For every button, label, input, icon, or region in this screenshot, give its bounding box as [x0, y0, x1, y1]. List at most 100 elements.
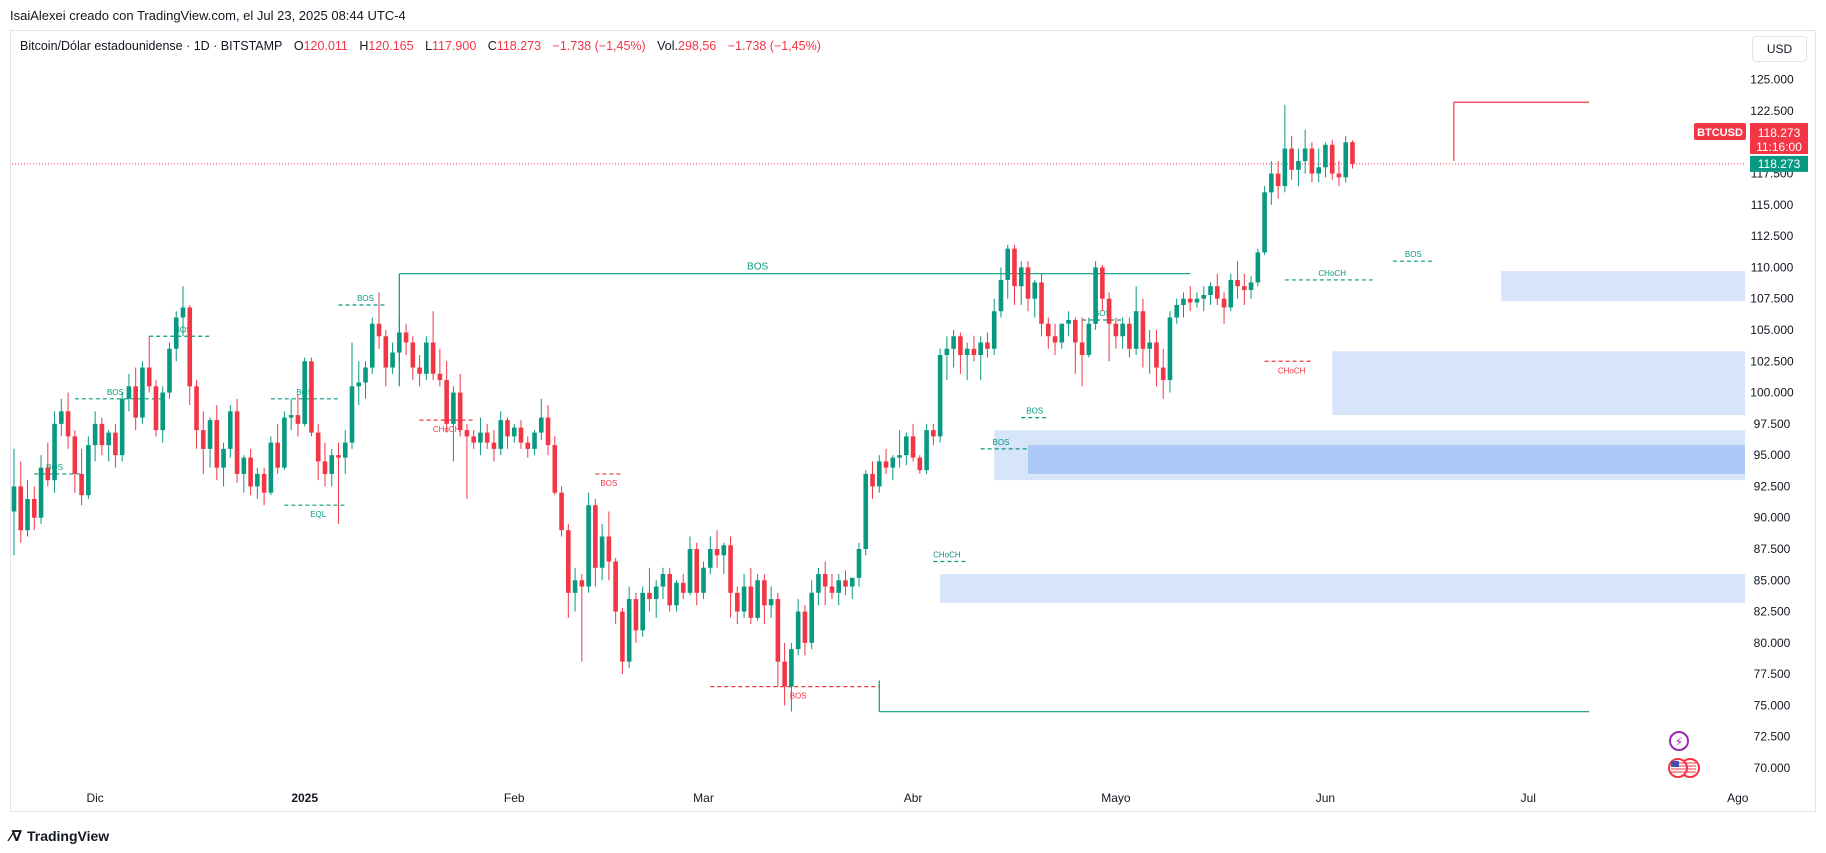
candle-body [876, 461, 882, 487]
candle-body [680, 582, 686, 593]
order-block-zone [1501, 271, 1745, 302]
y-tick-label: 75.000 [1754, 698, 1791, 712]
candle-body [146, 367, 152, 387]
footer-brand: TradingView [26, 828, 110, 844]
candle-body [79, 473, 84, 496]
candle-body [275, 442, 280, 468]
candle-body [228, 411, 233, 449]
candle-body [457, 392, 463, 431]
chart-frame [10, 30, 1816, 812]
last-price-label: 118.273 [1758, 126, 1801, 140]
candle-body [856, 549, 862, 578]
y-tick-label: 80.000 [1754, 636, 1791, 650]
candle-body [65, 411, 71, 437]
candle-body [741, 586, 747, 612]
candle-body [951, 336, 956, 349]
candle-body [1093, 267, 1098, 324]
candle-body [1262, 192, 1267, 253]
candle-body [1147, 342, 1152, 349]
low-value: 117.900 [432, 39, 477, 53]
candle-body [809, 592, 814, 643]
candle-body [471, 436, 476, 443]
candle-body [349, 386, 355, 443]
candle-body [1073, 319, 1078, 343]
candle-body [566, 530, 571, 593]
candle-body [397, 332, 402, 353]
candle-body [1086, 323, 1092, 356]
candle-body [45, 467, 51, 481]
candle-body [538, 417, 544, 433]
candle-body [376, 323, 382, 337]
candle-body [518, 427, 524, 443]
candle-body [707, 549, 713, 568]
candle-body [904, 436, 909, 456]
symbol-tag-label: BTCUSD [1697, 127, 1743, 139]
candle-body [1120, 323, 1125, 337]
candle-body [11, 486, 17, 512]
candle-body [991, 311, 997, 349]
symbol-legend: Bitcoin/Dólar estadounidense · 1D · BITS… [20, 39, 821, 53]
candle-body [1350, 142, 1355, 164]
currency-button[interactable]: USD [1752, 36, 1807, 62]
candle-body [38, 467, 44, 518]
vol-change-value: −1.738 (−1,45%) [727, 39, 821, 53]
candle-body [1235, 279, 1240, 287]
candle-body [200, 430, 206, 449]
candle-body [870, 473, 875, 487]
candle-body [1160, 367, 1166, 381]
candle-body [261, 473, 267, 493]
symbol-price-tag [1694, 123, 1746, 140]
candle-body [221, 448, 226, 468]
tradingview-footer[interactable]: ⁄∇ TradingView [10, 827, 109, 845]
last-price-tag [1750, 123, 1808, 154]
candle-body [579, 580, 585, 587]
candle-body [687, 549, 693, 593]
symbol-title[interactable]: Bitcoin/Dólar estadounidense · 1D · BITS… [20, 39, 283, 53]
candle-body [985, 342, 990, 349]
candle-body [1174, 304, 1180, 318]
candle-body [1302, 148, 1308, 162]
candle-body [1100, 267, 1105, 299]
candle-body [653, 586, 659, 600]
order-block-zone [1332, 351, 1745, 416]
candle-body [775, 599, 781, 662]
x-tick-label: Jul [1521, 791, 1536, 805]
lightning-event-icon [1669, 731, 1689, 751]
candle-body [315, 432, 321, 462]
vol-label: Vol. [657, 39, 679, 53]
y-tick-label: 102.500 [1750, 354, 1794, 368]
candle-body [545, 417, 551, 446]
candle-body [768, 599, 774, 606]
author-line: IsaiAlexei creado con TradingView.com, e… [10, 8, 406, 23]
candle-body [1269, 173, 1274, 193]
candle-body [795, 611, 801, 650]
candle-body [978, 342, 983, 356]
high-label: H [359, 39, 369, 53]
y-tick-label: 70.000 [1754, 761, 1791, 775]
candle-body [31, 498, 37, 518]
candle-body [1228, 279, 1234, 308]
candle-body [1154, 342, 1159, 368]
open-value: 120.011 [303, 39, 348, 53]
candle-body [187, 307, 193, 387]
candle-body [1181, 298, 1186, 305]
candle-body [1025, 267, 1031, 299]
candle-body [971, 348, 977, 356]
candle-body [1012, 248, 1017, 287]
structure-label: BOS [747, 262, 768, 273]
candle-body [1242, 286, 1247, 290]
candle-body [133, 386, 138, 418]
candle-body [559, 492, 564, 531]
structure-label: BOS [993, 438, 1010, 447]
candle-body [1113, 323, 1119, 337]
candle-body [714, 549, 720, 556]
candle-body [410, 342, 416, 368]
countdown-label: 11:16:00 [1756, 140, 1802, 154]
candle-body [25, 498, 30, 531]
x-tick-label: Jun [1316, 791, 1335, 805]
candle-body [126, 386, 132, 399]
candle-body [1296, 161, 1301, 170]
structure-label: BOS [357, 294, 374, 303]
candle-body [1343, 142, 1349, 178]
